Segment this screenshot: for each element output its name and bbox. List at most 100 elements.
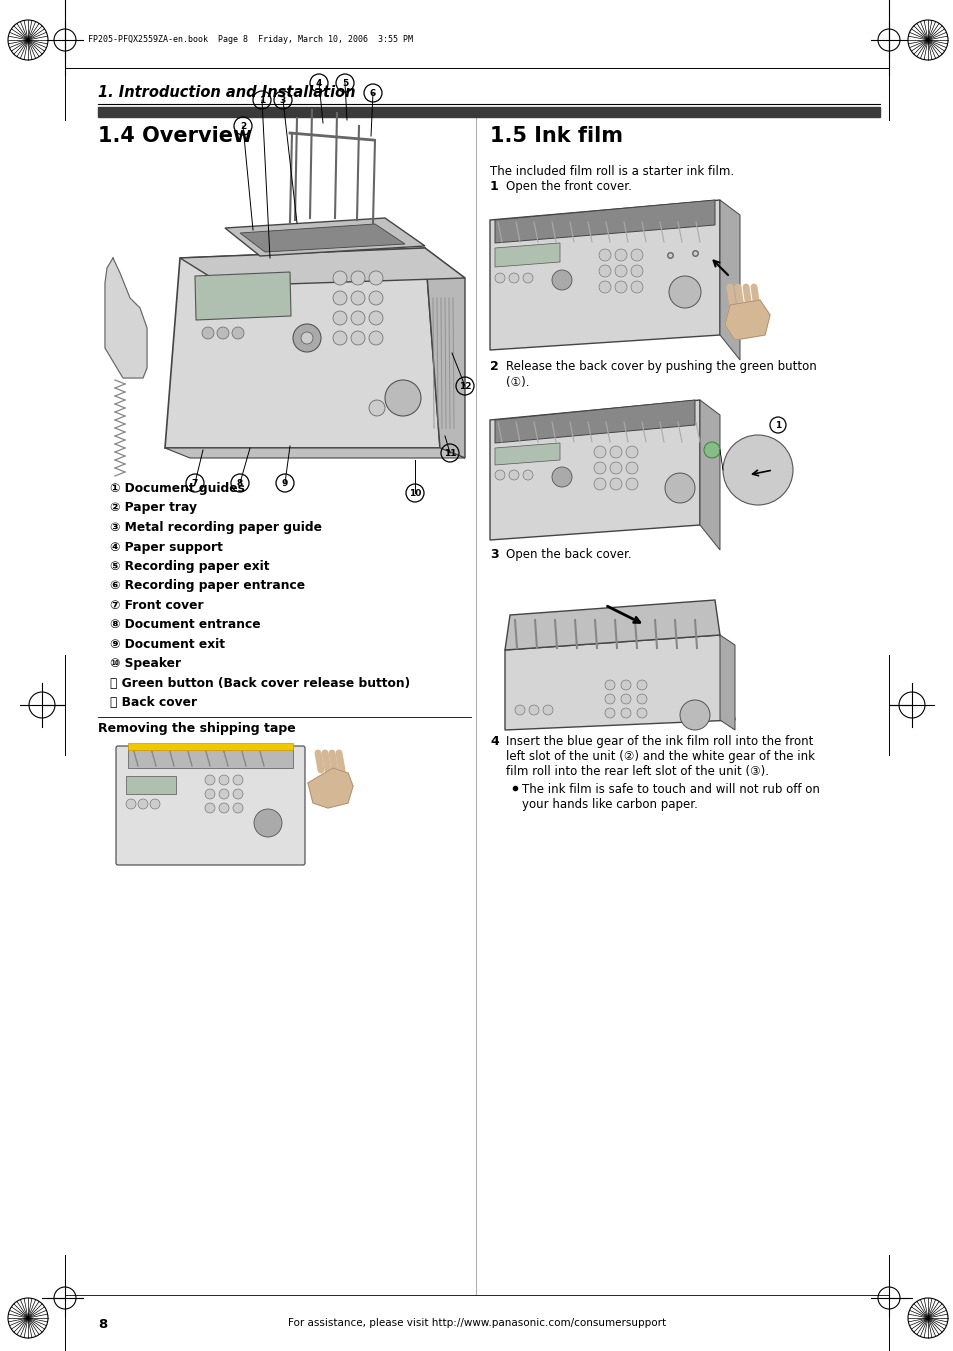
Circle shape — [126, 798, 136, 809]
Circle shape — [369, 290, 382, 305]
Circle shape — [598, 265, 610, 277]
Circle shape — [385, 380, 420, 416]
Circle shape — [604, 694, 615, 704]
Circle shape — [552, 270, 572, 290]
Text: 11: 11 — [443, 449, 456, 458]
Text: 9: 9 — [281, 480, 288, 488]
Circle shape — [620, 708, 630, 717]
Text: 1.4 Overview: 1.4 Overview — [98, 126, 252, 146]
Circle shape — [495, 470, 504, 480]
Circle shape — [515, 705, 524, 715]
Polygon shape — [504, 635, 734, 730]
Text: 2: 2 — [490, 359, 498, 373]
Circle shape — [703, 442, 720, 458]
Text: 8: 8 — [98, 1319, 107, 1331]
Circle shape — [552, 467, 572, 486]
Bar — [128, 743, 293, 750]
Text: Removing the shipping tape: Removing the shipping tape — [98, 721, 295, 735]
Polygon shape — [504, 600, 720, 650]
Polygon shape — [720, 200, 740, 359]
Polygon shape — [194, 272, 291, 320]
Circle shape — [609, 462, 621, 474]
Text: 4: 4 — [315, 78, 322, 88]
Circle shape — [219, 789, 229, 798]
Text: ③ Metal recording paper guide: ③ Metal recording paper guide — [110, 521, 322, 534]
Circle shape — [351, 272, 365, 285]
Circle shape — [369, 400, 385, 416]
Text: The ink film is safe to touch and will not rub off on
your hands like carbon pap: The ink film is safe to touch and will n… — [521, 784, 819, 811]
Circle shape — [150, 798, 160, 809]
Circle shape — [369, 272, 382, 285]
Circle shape — [233, 775, 243, 785]
Text: ⑥ Recording paper entrance: ⑥ Recording paper entrance — [110, 580, 305, 593]
Polygon shape — [165, 449, 464, 458]
Circle shape — [233, 789, 243, 798]
Text: Open the back cover.: Open the back cover. — [505, 549, 631, 561]
Circle shape — [630, 281, 642, 293]
Text: 10: 10 — [409, 489, 420, 499]
Text: 1: 1 — [774, 422, 781, 430]
Polygon shape — [180, 249, 464, 286]
Text: For assistance, please visit http://www.panasonic.com/consumersupport: For assistance, please visit http://www.… — [288, 1319, 665, 1328]
Circle shape — [637, 694, 646, 704]
Circle shape — [664, 473, 695, 503]
Circle shape — [369, 311, 382, 326]
Text: 7: 7 — [192, 480, 198, 488]
Circle shape — [495, 273, 504, 282]
Circle shape — [615, 265, 626, 277]
Polygon shape — [225, 218, 424, 255]
Circle shape — [293, 324, 320, 353]
Text: ④ Paper support: ④ Paper support — [110, 540, 223, 554]
Circle shape — [594, 478, 605, 490]
Circle shape — [630, 265, 642, 277]
Bar — [98, 107, 879, 118]
Text: Release the back cover by pushing the green button: Release the back cover by pushing the gr… — [505, 359, 816, 373]
Polygon shape — [490, 400, 700, 540]
Text: 3: 3 — [279, 96, 286, 105]
Polygon shape — [700, 400, 720, 550]
Circle shape — [542, 705, 553, 715]
Circle shape — [138, 798, 148, 809]
Circle shape — [604, 708, 615, 717]
Polygon shape — [724, 300, 769, 340]
Polygon shape — [495, 243, 559, 267]
Text: (①).: (①). — [505, 376, 529, 389]
Circle shape — [598, 249, 610, 261]
Text: 8: 8 — [236, 480, 243, 488]
Circle shape — [598, 281, 610, 293]
Circle shape — [529, 705, 538, 715]
Polygon shape — [165, 249, 439, 449]
Text: 5: 5 — [341, 78, 348, 88]
Circle shape — [205, 775, 214, 785]
Circle shape — [609, 478, 621, 490]
Text: ② Paper tray: ② Paper tray — [110, 501, 196, 515]
Polygon shape — [720, 635, 734, 730]
Circle shape — [253, 809, 282, 838]
Text: film roll into the rear left slot of the unit (③).: film roll into the rear left slot of the… — [505, 765, 768, 778]
Circle shape — [522, 470, 533, 480]
Circle shape — [351, 311, 365, 326]
Polygon shape — [495, 443, 559, 465]
Polygon shape — [495, 200, 714, 243]
Text: 3: 3 — [490, 549, 498, 561]
Circle shape — [509, 273, 518, 282]
Circle shape — [637, 708, 646, 717]
Circle shape — [668, 276, 700, 308]
Text: ⑧ Document entrance: ⑧ Document entrance — [110, 619, 260, 631]
Circle shape — [333, 331, 347, 345]
Text: ① Document guides: ① Document guides — [110, 482, 245, 494]
Circle shape — [351, 290, 365, 305]
Circle shape — [625, 446, 638, 458]
Text: 6: 6 — [370, 89, 375, 99]
Polygon shape — [490, 200, 720, 350]
Polygon shape — [424, 249, 464, 458]
Polygon shape — [308, 767, 353, 808]
Circle shape — [333, 311, 347, 326]
Circle shape — [620, 680, 630, 690]
Circle shape — [333, 290, 347, 305]
Circle shape — [232, 327, 244, 339]
FancyBboxPatch shape — [116, 746, 305, 865]
Text: Open the front cover.: Open the front cover. — [505, 180, 631, 193]
Circle shape — [625, 478, 638, 490]
Circle shape — [219, 775, 229, 785]
